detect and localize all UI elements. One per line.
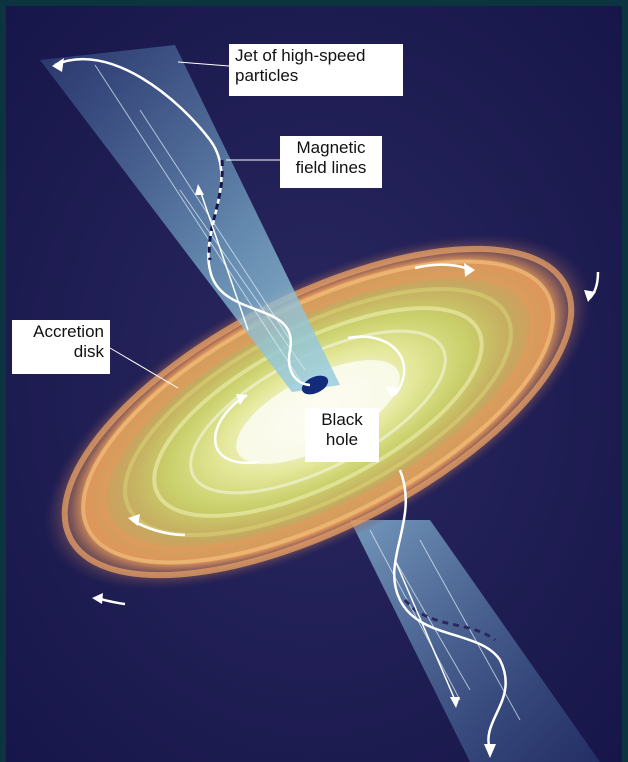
field-line-lower-arrowhead [484, 744, 496, 758]
label-jet: Jet of high-speed particles [229, 44, 403, 96]
label-accretion-disk: Accretion disk [12, 320, 110, 374]
jet-streaks [94, 64, 521, 721]
field-line-upper-dashed [207, 159, 224, 261]
upper-jet [40, 45, 340, 392]
label-magnetic-field-lines: Magnetic field lines [280, 136, 382, 188]
jet-arrow-1 [199, 189, 249, 331]
rotation-arrowheads [92, 263, 596, 604]
label-black-hole: Black hole [305, 408, 379, 462]
black-hole [301, 375, 329, 395]
field-line-lower [393, 469, 507, 751]
field-line-upper-arrowhead [52, 58, 64, 72]
